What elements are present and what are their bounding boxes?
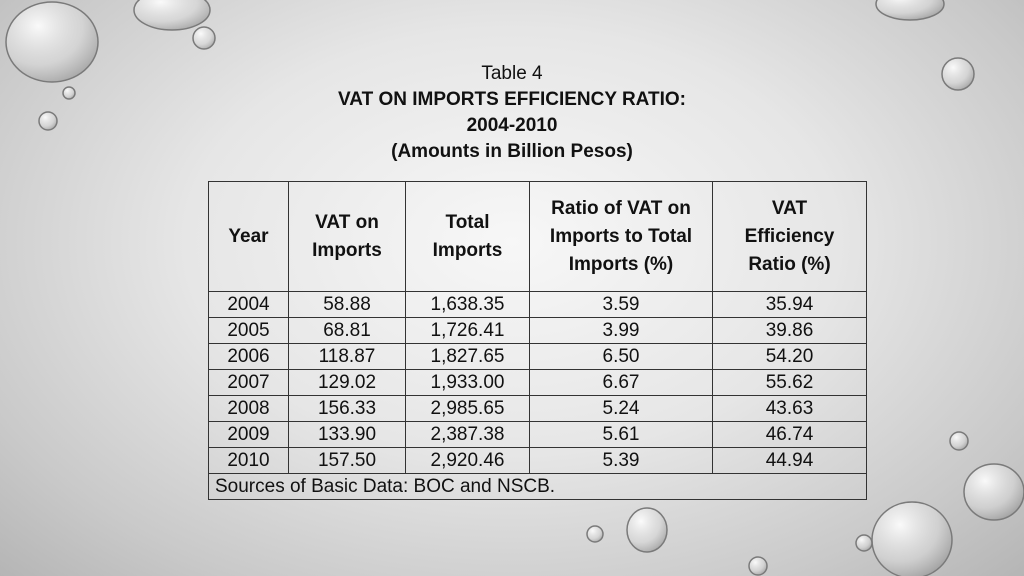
drop: [871, 501, 953, 576]
drop: [133, 0, 211, 31]
cell-total-imports: 2,920.46: [405, 447, 530, 474]
source-note: Sources of Basic Data: BOC and NSCB.: [208, 473, 867, 500]
header-ratio: Ratio of VAT on Imports to Total Imports (…: [529, 181, 713, 292]
cell-vat-on-imports: 157.50: [288, 447, 406, 474]
cell-efficiency-ratio: 43.63: [712, 395, 867, 422]
cell-year: 2005: [208, 317, 289, 344]
cell-efficiency-ratio: 44.94: [712, 447, 867, 474]
header-efficiency-ratio: VAT Efficiency Ratio (%): [712, 181, 867, 292]
drop: [192, 26, 216, 50]
table-row: 2004 58.88 1,638.35 3.59 35.94: [208, 291, 867, 318]
cell-efficiency-ratio: 55.62: [712, 369, 867, 396]
cell-total-imports: 1,726.41: [405, 317, 530, 344]
cell-year: 2007: [208, 369, 289, 396]
drop: [586, 525, 604, 543]
cell-ratio: 6.50: [529, 343, 713, 370]
vat-efficiency-table: Year VAT on Imports Total Imports Ratio of…: [208, 181, 867, 500]
table-row: 2009 133.90 2,387.38 5.61 46.74: [208, 421, 867, 448]
header-vat-on-imports: VAT on Imports: [288, 181, 406, 292]
cell-year: 2008: [208, 395, 289, 422]
drop: [949, 431, 969, 451]
cell-total-imports: 2,387.38: [405, 421, 530, 448]
cell-ratio: 3.59: [529, 291, 713, 318]
table-row: 2008 156.33 2,985.65 5.24 43.63: [208, 395, 867, 422]
cell-year: 2010: [208, 447, 289, 474]
cell-vat-on-imports: 156.33: [288, 395, 406, 422]
header-row: Year VAT on Imports Total Imports Ratio of…: [208, 181, 867, 292]
cell-vat-on-imports: 133.90: [288, 421, 406, 448]
cell-total-imports: 1,638.35: [405, 291, 530, 318]
drop: [963, 463, 1024, 521]
cell-vat-on-imports: 129.02: [288, 369, 406, 396]
drop: [62, 86, 76, 100]
drop: [38, 111, 58, 131]
cell-ratio: 5.39: [529, 447, 713, 474]
cell-vat-on-imports: 68.81: [288, 317, 406, 344]
cell-total-imports: 2,985.65: [405, 395, 530, 422]
table-number: Table 4: [481, 63, 543, 84]
cell-efficiency-ratio: 54.20: [712, 343, 867, 370]
table-row: 2006 118.87 1,827.65 6.50 54.20: [208, 343, 867, 370]
cell-efficiency-ratio: 39.86: [712, 317, 867, 344]
header-total-imports: Total Imports: [405, 181, 530, 292]
table-period: 2004-2010: [466, 115, 558, 136]
cell-total-imports: 1,933.00: [405, 369, 530, 396]
cell-ratio: 3.99: [529, 317, 713, 344]
cell-vat-on-imports: 58.88: [288, 291, 406, 318]
table-row: 2007 129.02 1,933.00 6.67 55.62: [208, 369, 867, 396]
table-units: (Amounts in Billion Pesos): [391, 141, 633, 162]
cell-vat-on-imports: 118.87: [288, 343, 406, 370]
drop: [875, 0, 945, 21]
table-title: VAT ON IMPORTS EFFICIENCY RATIO:: [338, 89, 686, 110]
cell-year: 2009: [208, 421, 289, 448]
cell-ratio: 6.67: [529, 369, 713, 396]
source-row: Sources of Basic Data: BOC and NSCB.: [208, 473, 867, 500]
cell-total-imports: 1,827.65: [405, 343, 530, 370]
cell-year: 2004: [208, 291, 289, 318]
drop: [748, 556, 768, 576]
drop: [626, 507, 668, 553]
drop: [855, 534, 873, 552]
drop: [5, 1, 99, 83]
drop: [941, 57, 975, 91]
header-year: Year: [208, 181, 289, 292]
cell-efficiency-ratio: 35.94: [712, 291, 867, 318]
cell-efficiency-ratio: 46.74: [712, 421, 867, 448]
table-row: 2010 157.50 2,920.46 5.39 44.94: [208, 447, 867, 474]
cell-year: 2006: [208, 343, 289, 370]
cell-ratio: 5.61: [529, 421, 713, 448]
table-row: 2005 68.81 1,726.41 3.99 39.86: [208, 317, 867, 344]
cell-ratio: 5.24: [529, 395, 713, 422]
